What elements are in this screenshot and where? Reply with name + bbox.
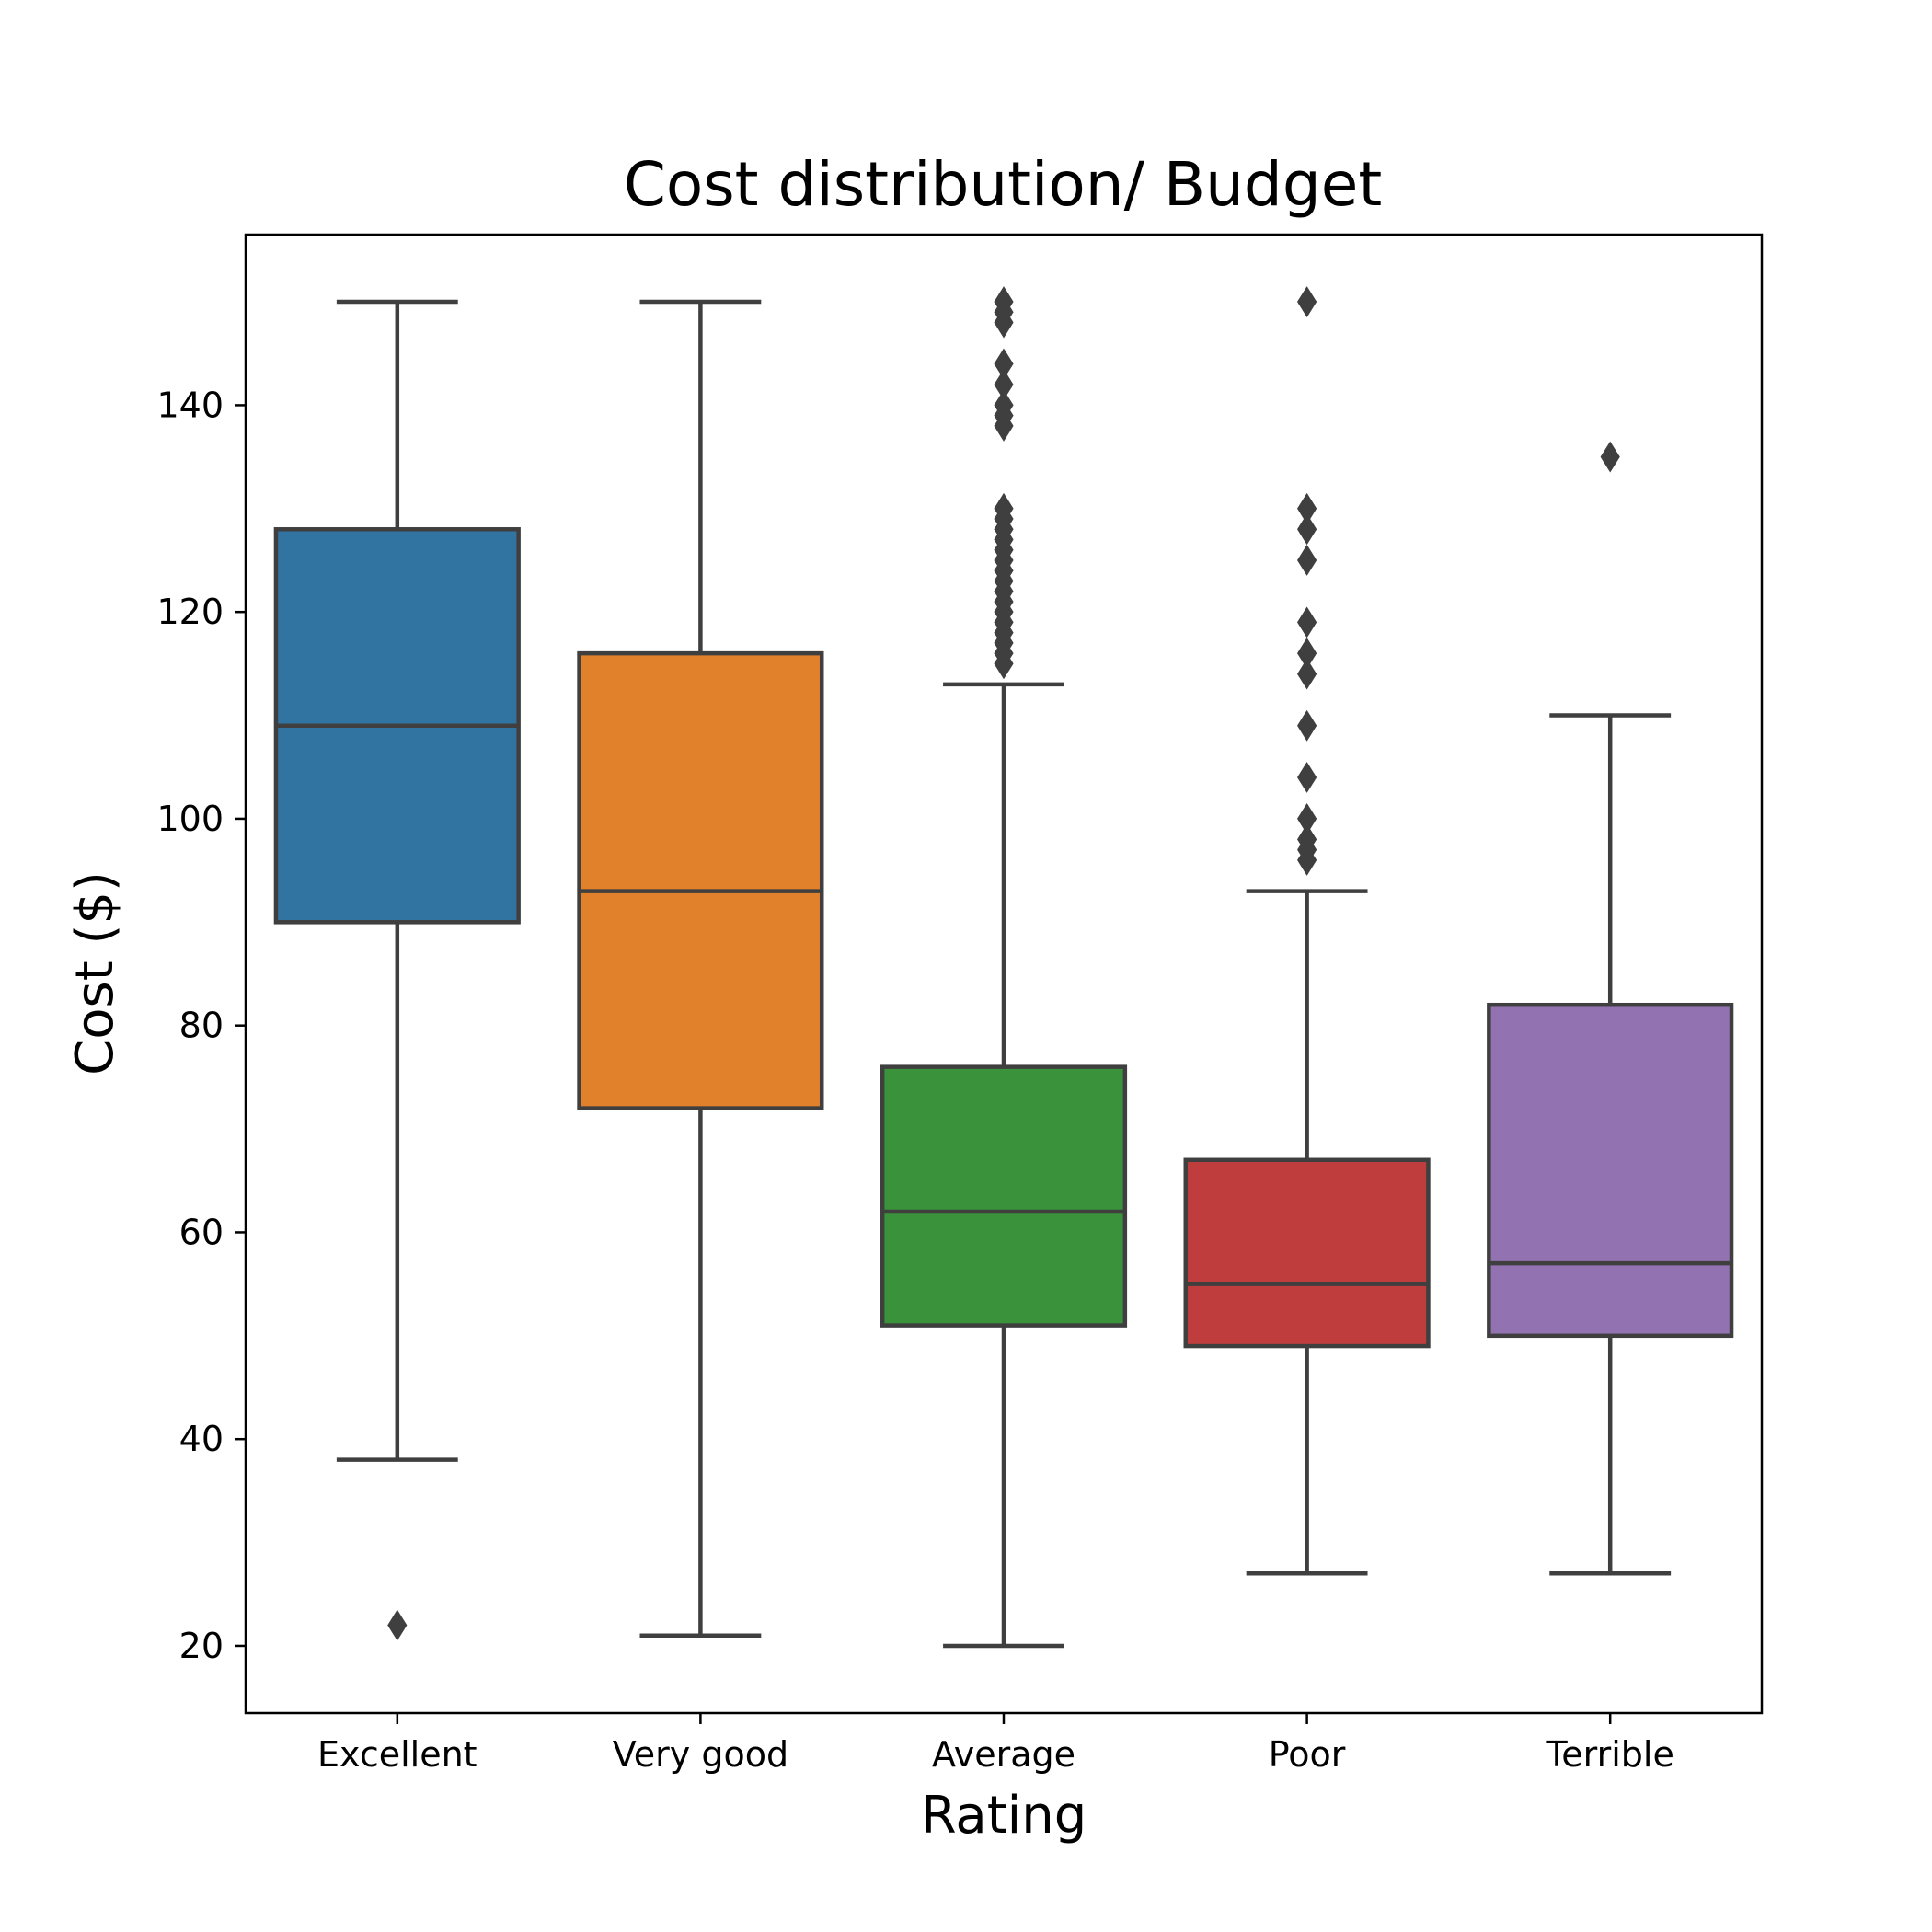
x-tick-label: Very good [613, 1734, 788, 1775]
x-tick-label: Terrible [1546, 1734, 1674, 1775]
outlier-point [1297, 638, 1317, 670]
outlier-point [994, 286, 1014, 317]
outlier-point [994, 492, 1014, 524]
x-tick-label: Average [932, 1734, 1075, 1775]
box-group-poor [1183, 286, 1431, 1576]
x-tick-label: Poor [1269, 1734, 1346, 1775]
outlier-point [1297, 606, 1317, 638]
box-group-very-good [577, 299, 824, 1638]
outlier-point [994, 389, 1014, 421]
outlier-point [1297, 286, 1317, 317]
outlier-point [1297, 709, 1317, 742]
y-tick-label: 100 [156, 799, 224, 839]
y-tick-label: 60 [179, 1212, 224, 1252]
x-tick-label: Excellent [317, 1734, 477, 1775]
outlier-point [1297, 513, 1317, 546]
outlier-point [994, 348, 1014, 380]
box-group-excellent [273, 299, 521, 1641]
y-axis-title: Cost ($) [65, 871, 125, 1075]
y-axis: 20 40 60 80 100 120 140 [156, 385, 246, 1666]
box-group-terrible [1487, 441, 1734, 1576]
outlier-point [1297, 658, 1317, 690]
y-tick-label: 120 [156, 592, 224, 632]
y-tick-label: 140 [156, 385, 224, 425]
chart-title: Cost distribution/ Budget [624, 149, 1382, 220]
y-tick-label: 40 [179, 1419, 224, 1459]
outlier-point [1297, 492, 1317, 524]
box [577, 650, 824, 1110]
box [1183, 1157, 1431, 1349]
x-axis: Excellent Very good Average Poor Terrible [317, 1713, 1674, 1775]
box-group-average [880, 286, 1128, 1649]
outlier-point [1297, 762, 1317, 793]
outlier-point [1297, 823, 1317, 856]
plot-area [273, 286, 1734, 1649]
x-axis-title: Rating [921, 1786, 1087, 1846]
box [880, 1064, 1128, 1328]
outlier-point [1297, 545, 1317, 576]
y-tick-label: 80 [179, 1006, 224, 1046]
y-tick-label: 20 [179, 1626, 224, 1666]
outlier-point [994, 369, 1014, 400]
outlier-point [1297, 802, 1317, 834]
box [1487, 1002, 1734, 1339]
outlier-point [1600, 441, 1620, 473]
outlier-point [387, 1609, 408, 1641]
